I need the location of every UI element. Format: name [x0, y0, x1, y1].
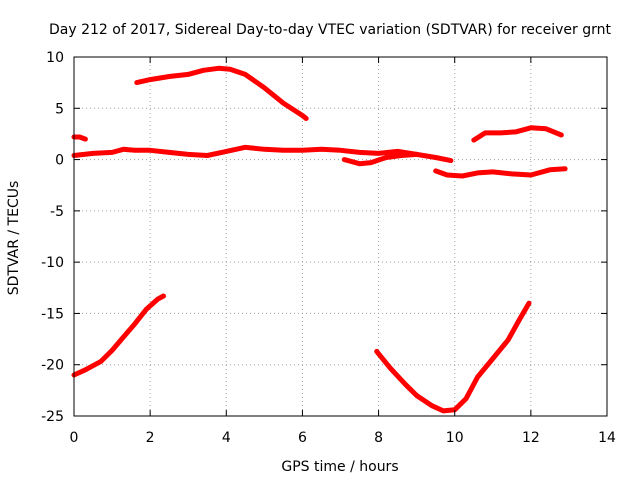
x-tick-label: 0 — [70, 430, 79, 446]
x-tick-label: 8 — [374, 430, 383, 446]
x-tick-label: 12 — [522, 430, 540, 446]
axes: 0 2 4 6 8 10 12 14 -25 -20 -15 -10 -5 0 5 10 — [41, 50, 616, 446]
y-tick-label: 5 — [55, 101, 64, 117]
series-arc-neg-late — [433, 166, 568, 179]
series-arc-main-zero — [71, 144, 454, 164]
x-tick-label: 14 — [598, 430, 616, 446]
y-tick-label: -15 — [41, 306, 64, 322]
series-arc-dip-mid — [341, 151, 420, 167]
series-arc-upper-hump — [134, 65, 309, 121]
y-tick-label: -5 — [50, 204, 64, 220]
x-axis-title: GPS time / hours — [281, 459, 398, 475]
y-tick-label: 0 — [55, 153, 64, 169]
y-tick-label: -10 — [41, 255, 64, 271]
y-axis-title: SDTVAR / TECUs — [6, 181, 22, 296]
y-tick-label: -20 — [41, 358, 64, 374]
y-tick-label: -25 — [41, 409, 64, 425]
series-arc-lower-bowl — [374, 300, 532, 414]
chart-title: Day 212 of 2017, Sidereal Day-to-day VTE… — [49, 22, 611, 38]
series-arc-lower-rise — [71, 293, 166, 378]
grid — [74, 57, 607, 416]
x-tick-label: 2 — [146, 430, 155, 446]
y-tick-label: 10 — [46, 50, 64, 66]
x-tick-label: 10 — [446, 430, 464, 446]
x-tick-label: 6 — [298, 430, 307, 446]
plot-area — [71, 65, 568, 414]
series-arc-upper-late — [471, 125, 564, 143]
series-arc-short-start — [71, 134, 88, 142]
x-tick-label: 4 — [222, 430, 231, 446]
plot-frame — [73, 56, 608, 417]
